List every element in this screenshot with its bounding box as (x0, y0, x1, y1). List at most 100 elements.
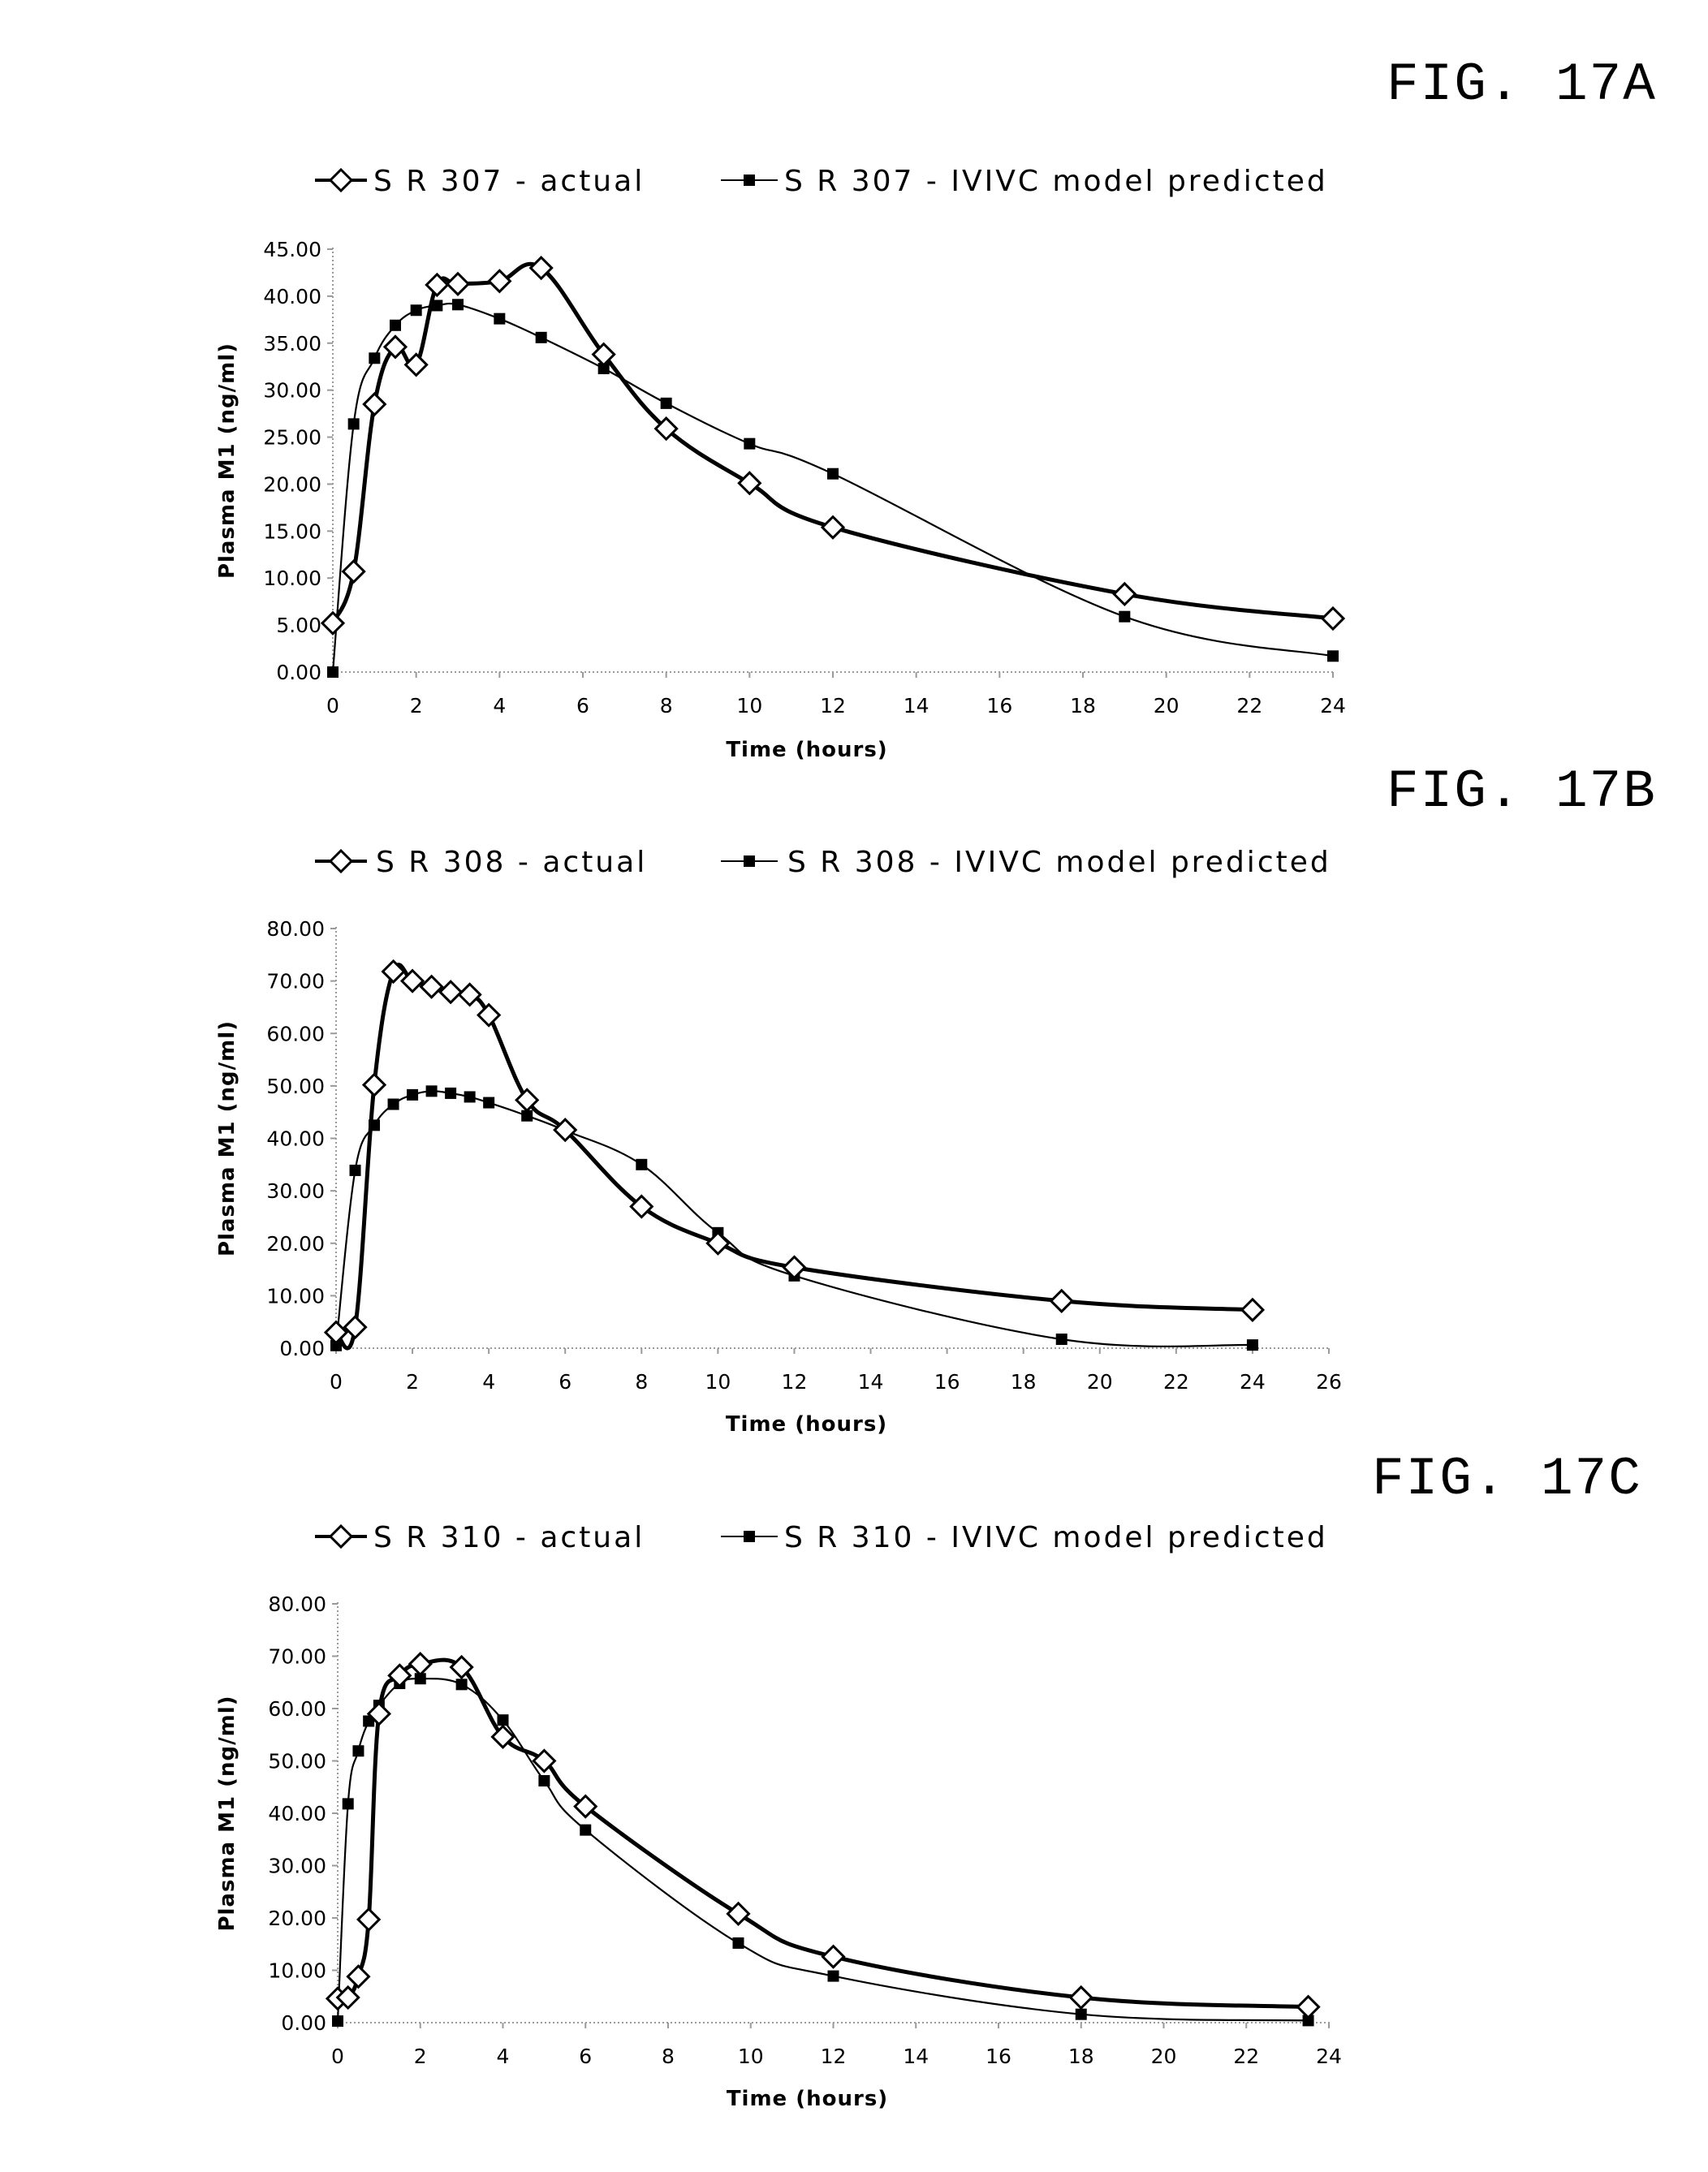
figure-label: FIG. 17C (1372, 1449, 1642, 1510)
chart-3: FIG. 17C S R 310 - actual S R 310 - IVIVC … (215, 1449, 1642, 2111)
y-tick-label: 0.00 (281, 2011, 326, 2035)
y-tick-label: 60.00 (268, 1697, 326, 1721)
data-point-actual (515, 1088, 540, 1113)
x-tick-label: 0 (330, 1370, 343, 1394)
data-point-predicted (597, 363, 610, 375)
data-point-predicted (535, 331, 547, 343)
x-tick-label: 18 (1011, 1370, 1037, 1394)
data-point-predicted (455, 1679, 468, 1691)
data-point-predicted (483, 1097, 495, 1109)
data-point-actual (490, 1724, 515, 1749)
data-point-actual (445, 271, 471, 296)
figure-label: FIG. 17A (1387, 54, 1657, 115)
x-tick-label: 26 (1316, 1370, 1342, 1394)
data-point-predicted (445, 1087, 457, 1099)
data-point-predicted (327, 666, 339, 678)
x-axis-title: Time (hours) (726, 738, 887, 762)
y-tick-label: 45.00 (263, 238, 321, 261)
data-point-predicted (452, 299, 464, 311)
data-point-predicted (390, 319, 401, 331)
data-point-predicted (827, 1970, 839, 1982)
data-point-actual (821, 1944, 846, 1969)
series-predicted (330, 1085, 1258, 1351)
data-point-actual (726, 1901, 751, 1926)
data-point-predicted (497, 1714, 509, 1726)
data-point-actual (449, 1654, 474, 1680)
data-point-actual (320, 610, 346, 636)
data-point-predicted (827, 468, 839, 480)
data-point-predicted (1055, 1334, 1068, 1346)
data-point-actual (553, 1118, 578, 1143)
y-tick-label: 0.00 (276, 661, 321, 684)
y-tick-label: 80.00 (268, 1592, 326, 1616)
data-point-predicted (494, 312, 506, 325)
data-point-predicted (660, 397, 672, 409)
data-point-predicted (431, 300, 443, 312)
data-point-predicted (352, 1745, 364, 1757)
y-axis-title: Plasma M1 (ng/ml) (215, 343, 239, 579)
data-point-actual (346, 1964, 371, 1989)
series-actual-line (334, 963, 1253, 1351)
data-point-actual (381, 959, 406, 985)
x-tick-label: 2 (414, 2045, 427, 2068)
data-point-actual (403, 352, 429, 377)
x-tick-label: 10 (738, 2045, 764, 2068)
data-point-actual (399, 968, 425, 993)
data-point-predicted (369, 352, 381, 364)
data-point-actual (591, 342, 616, 367)
y-tick-label: 30.00 (263, 379, 321, 403)
legend-diamond-icon (328, 1523, 354, 1549)
x-tick-label: 16 (934, 1370, 960, 1394)
data-point-predicted (332, 2015, 343, 2028)
data-point-predicted (347, 418, 360, 430)
x-tick-label: 24 (1320, 694, 1346, 718)
data-point-predicted (732, 1937, 744, 1949)
data-point-actual (335, 1985, 360, 2010)
legend: S R 307 - actual S R 307 - IVIVC model pr… (315, 165, 1326, 198)
data-point-actual (362, 391, 387, 417)
y-axis-title: Plasma M1 (ng/ml) (215, 1695, 239, 1931)
y-tick-label: 35.00 (263, 332, 321, 356)
series-predicted-line (331, 302, 1334, 673)
x-tick-label: 10 (736, 694, 762, 718)
x-tick-label: 6 (559, 1370, 571, 1394)
data-point-actual (782, 1255, 807, 1280)
x-tick-label: 4 (493, 694, 506, 718)
data-point-predicted (464, 1091, 476, 1103)
y-tick-label: 50.00 (268, 1750, 326, 1773)
x-tick-label: 24 (1240, 1370, 1266, 1394)
data-point-predicted (407, 1088, 419, 1101)
data-point-predicted (1075, 2008, 1087, 2020)
data-point-actual (487, 269, 512, 294)
y-tick-label: 25.00 (263, 426, 321, 450)
data-point-actual (1112, 581, 1137, 607)
series-actual (325, 1652, 1321, 2019)
series-predicted (327, 299, 1339, 678)
y-tick-label: 10.00 (268, 1959, 326, 1983)
x-tick-label: 8 (635, 1370, 648, 1394)
x-tick-label: 12 (821, 2045, 847, 2068)
legend-label-predicted: S R 310 - IVIVC model predicted (784, 1521, 1328, 1554)
data-point-predicted (425, 1085, 438, 1097)
x-tick-label: 20 (1151, 2045, 1177, 2068)
x-tick-label: 0 (326, 694, 339, 718)
y-tick-label: 10.00 (266, 1284, 325, 1308)
series-predicted-line (334, 1090, 1253, 1347)
y-axis-title: Plasma M1 (ng/ml) (215, 1020, 239, 1256)
x-tick-label: 0 (331, 2045, 344, 2068)
y-tick-label: 10.00 (263, 567, 321, 590)
x-axis-title: Time (hours) (726, 1412, 887, 1437)
y-tick-label: 70.00 (268, 1645, 326, 1669)
series-predicted (332, 1673, 1314, 2028)
x-tick-label: 4 (497, 2045, 510, 2068)
data-point-actual (419, 974, 444, 999)
data-point-actual (705, 1230, 731, 1256)
series-actual-line (330, 261, 1334, 624)
x-tick-label: 2 (410, 694, 423, 718)
x-tick-label: 8 (660, 694, 673, 718)
y-tick-label: 40.00 (266, 1127, 325, 1151)
data-point-actual (457, 982, 482, 1007)
y-tick-label: 20.00 (266, 1232, 325, 1256)
data-point-actual (528, 256, 554, 281)
